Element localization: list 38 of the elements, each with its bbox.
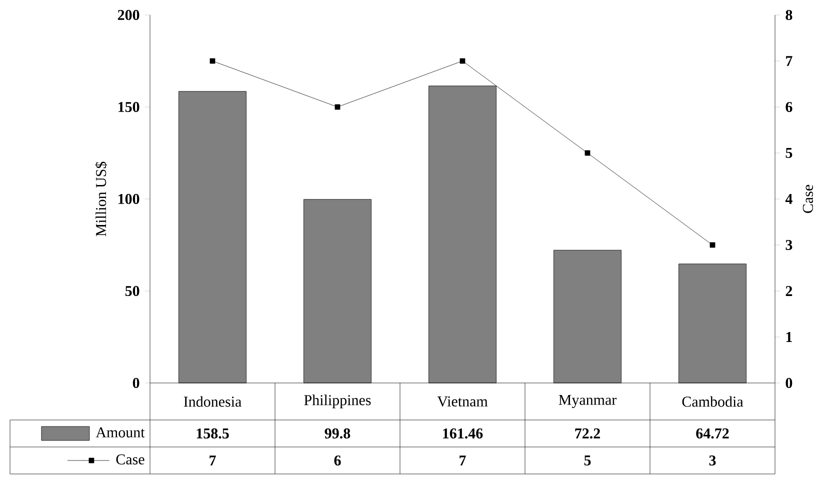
y2-tick-label: 3 — [786, 240, 792, 250]
data-label: 72.2 — [575, 428, 600, 439]
y-tick-label: 50 — [125, 286, 140, 296]
y2-tick-label: 1 — [786, 332, 792, 342]
data-label: 5 — [584, 455, 591, 466]
point — [584, 150, 590, 156]
y-tick-label: 100 — [118, 194, 140, 204]
point — [710, 242, 716, 248]
legend-label: Case — [116, 454, 144, 464]
x-tick-label: Vietnam — [437, 396, 488, 407]
point — [210, 58, 216, 64]
y2-tick-label: 7 — [786, 56, 792, 66]
y2-tick-label: 6 — [786, 102, 792, 112]
y-tick-label: 200 — [118, 10, 140, 20]
data-label: 6 — [334, 455, 341, 466]
data-label: 161.46 — [443, 428, 483, 439]
x-tick-label: Cambodia — [682, 396, 744, 407]
data-label: 3 — [709, 455, 716, 466]
legend-label: Amount — [96, 427, 145, 438]
y-tick-label: 0 — [132, 378, 140, 388]
y2-tick-label: 2 — [786, 286, 792, 296]
y2-tick-label: 8 — [786, 10, 792, 20]
y2-tick-label: 5 — [786, 148, 792, 158]
y2-tick-label: 4 — [785, 194, 792, 204]
data-label: 7 — [460, 456, 466, 466]
y-tick-label: 150 — [118, 102, 140, 112]
x-tick-label: Indonesia — [184, 396, 242, 407]
y2-tick-label: 0 — [786, 378, 792, 388]
y-axis-title: Million US$ — [95, 162, 108, 236]
point — [460, 58, 466, 64]
data-label: 158.5 — [196, 428, 229, 439]
data-label: 7 — [210, 456, 216, 466]
y2-axis-title: Case — [802, 184, 813, 213]
data-label: 64.72 — [696, 428, 729, 439]
x-tick-label: Philippines — [304, 394, 371, 408]
point — [334, 104, 340, 110]
x-tick-label: Myanmar — [558, 394, 617, 408]
data-label: 99.8 — [324, 428, 350, 439]
